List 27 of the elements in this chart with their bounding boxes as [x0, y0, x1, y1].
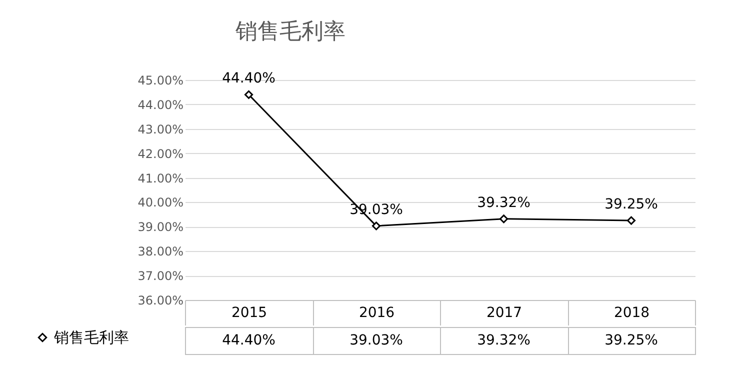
y-tick-label: 37.00%: [138, 269, 184, 284]
point: [626, 216, 636, 225]
y-tick-label: 43.00%: [138, 122, 184, 136]
legend-label: 销售毛利率: [53, 328, 129, 346]
text: 39.32%: [477, 194, 530, 211]
y-tick-label: 39.00%: [138, 220, 184, 234]
y-tick-label: 38.00%: [138, 244, 184, 259]
data-label: 39.32%: [477, 332, 530, 348]
text: 44.40%: [222, 70, 276, 87]
text: 39.25%: [604, 196, 658, 213]
x-tick-label: 2018: [614, 305, 650, 321]
chart-title: 销售毛利率: [234, 20, 346, 45]
x-tick-label: 2015: [231, 305, 268, 321]
x-tick-label: 2016: [358, 305, 395, 321]
y-tick-label: 41.00%: [138, 171, 184, 186]
y-tick-label: 42.00%: [138, 146, 184, 161]
x-tick-label: 2017: [486, 305, 522, 321]
point: [244, 90, 254, 99]
y-tick-label: 40.00%: [138, 196, 184, 210]
data-label: 39.25%: [604, 332, 658, 348]
y-tick-label: 36.00%: [138, 294, 184, 308]
y-tick-label: 44.00%: [138, 98, 184, 112]
data-label: 39.03%: [350, 332, 403, 348]
data-label: 44.40%: [222, 332, 276, 348]
y-tick-label: 45.00%: [138, 74, 184, 88]
point: [499, 214, 508, 224]
point: [372, 222, 381, 230]
